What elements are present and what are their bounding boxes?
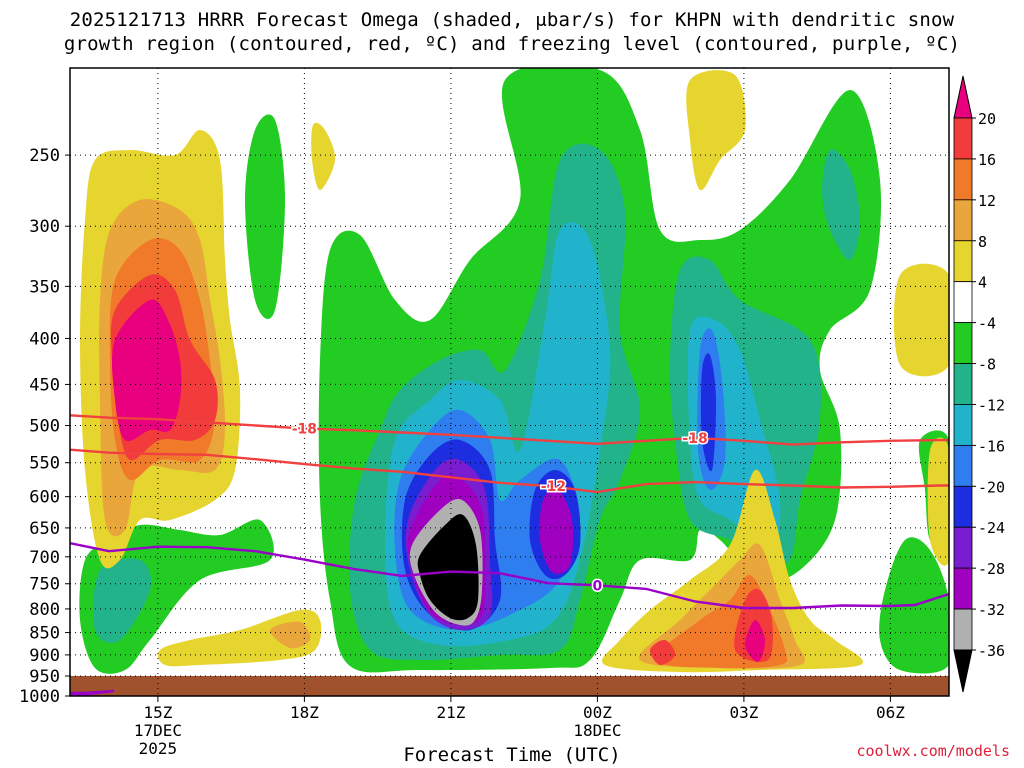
y-tick-700: 700 <box>29 548 60 568</box>
contour-line-0 <box>70 414 949 446</box>
omega-pink-low <box>744 619 766 663</box>
omega-yellow-top <box>686 70 746 191</box>
colorbar-label-7: -12 <box>978 396 1005 414</box>
omega-shading <box>79 68 949 674</box>
chart-title-line-2: growth region (contoured, red, ºC) and f… <box>63 33 961 55</box>
colorbar-swatch-7 <box>953 363 973 405</box>
colorbar-label-8: -16 <box>978 437 1005 455</box>
colorbar-swatch-13 <box>953 608 973 651</box>
y-tick-500: 500 <box>29 417 60 437</box>
y-tick-300: 300 <box>29 217 60 237</box>
omega-green-low-left <box>79 519 274 674</box>
colorbar-label-12: -32 <box>978 601 1005 619</box>
contour-label-0-0: -18 <box>292 422 317 438</box>
x-tick-15Z: 15Z <box>143 703 172 722</box>
colorbar-label-13: -36 <box>978 642 1005 660</box>
y-tick-850: 850 <box>29 624 60 644</box>
colorbar-label-0: 20 <box>978 110 996 128</box>
colorbar-label-10: -24 <box>978 519 1005 537</box>
x-tick-date-17DEC: 17DEC <box>134 721 182 740</box>
colorbar-label-11: -28 <box>978 560 1005 578</box>
colorbar-swatch-9 <box>953 444 973 487</box>
colorbar-swatch-8 <box>953 404 973 446</box>
colorbar-swatch-4 <box>953 240 973 283</box>
colorbar-top-arrow <box>953 75 973 119</box>
x-tick-06Z: 06Z <box>876 703 905 722</box>
omega-green-upper <box>245 114 285 319</box>
omega-yellow-right2 <box>927 437 949 566</box>
omega-yellow-right <box>893 263 949 377</box>
y-tick-250: 250 <box>29 146 60 166</box>
contour-label-1-0: -12 <box>541 479 566 495</box>
y-tick-800: 800 <box>29 600 60 620</box>
colorbar-swatch-11 <box>953 526 973 569</box>
chart-title-line-1: 2025121713 HRRR Forecast Omega (shaded, … <box>69 9 955 31</box>
y-tick-900: 900 <box>29 646 60 666</box>
colorbar-swatch-6 <box>953 322 973 364</box>
colorbar-swatch-3 <box>953 199 973 242</box>
terrain-bar <box>70 676 949 696</box>
colorbar-label-9: -20 <box>978 478 1005 496</box>
y-tick-550: 550 <box>29 454 60 474</box>
omega-red-low2 <box>649 639 676 666</box>
x-tick-year: 2025 <box>139 739 178 758</box>
x-axis-title: Forecast Time (UTC) <box>403 744 621 766</box>
y-tick-750: 750 <box>29 575 60 595</box>
x-tick-03Z: 03Z <box>729 703 758 722</box>
y-tick-950: 950 <box>29 667 60 687</box>
x-tick-18Z: 18Z <box>290 703 319 722</box>
colorbar-label-1: 16 <box>978 151 996 169</box>
plot-frame <box>69 67 950 697</box>
contour-label-0-1: -18 <box>682 431 707 447</box>
contour-label-2-0: 0 <box>593 578 603 594</box>
y-tick-350: 350 <box>29 277 60 297</box>
omega-pink-left <box>112 299 182 442</box>
omega-teal-low-left <box>93 558 152 644</box>
credit-text: coolwx.com/models <box>856 742 1010 760</box>
colorbar-swatch-5 <box>953 281 973 324</box>
omega-darkblue-right <box>700 353 717 472</box>
colorbar-swatch-12 <box>953 567 973 610</box>
omega-gold-18z <box>269 621 311 649</box>
colorbar: 20 16 12 8 4 -4 -8 -12 -16 -20 -24 -28 -32 -36 <box>953 75 1005 693</box>
colorbar-label-4: 4 <box>978 274 987 292</box>
colorbar-swatch-2 <box>953 158 973 201</box>
colorbar-label-5: -4 <box>978 315 996 333</box>
omega-black <box>417 514 479 621</box>
contour-line-2 <box>70 542 949 610</box>
y-tick-600: 600 <box>29 488 60 508</box>
omega-teal-upper-right <box>822 149 860 261</box>
x-tick-21Z: 21Z <box>436 703 465 722</box>
x-tick-date-18DEC: 18DEC <box>573 721 621 740</box>
terrain-fill <box>70 676 949 696</box>
y-tick-450: 450 <box>29 375 60 395</box>
x-tick-00Z: 00Z <box>583 703 612 722</box>
colorbar-swatch-1 <box>953 117 973 160</box>
contour-line-3 <box>70 689 115 696</box>
y-axis-pressure: 2503003504004505005506006507007508008509… <box>19 146 70 707</box>
y-tick-650: 650 <box>29 519 60 539</box>
colorbar-label-2: 12 <box>978 192 996 210</box>
y-tick-400: 400 <box>29 329 60 349</box>
y-tick-1000: 1000 <box>19 687 60 707</box>
temperature-contours: -18 -18 -12 0 <box>70 414 949 696</box>
colorbar-label-6: -8 <box>978 356 996 374</box>
colorbar-swatch-10 <box>953 485 973 528</box>
omega-yellow-18z <box>157 609 322 667</box>
omega-yellow-top2 <box>311 122 336 190</box>
colorbar-label-3: 8 <box>978 233 987 251</box>
colorbar-bottom-arrow <box>953 649 973 693</box>
omega-magenta-2 <box>539 488 574 574</box>
contour-line-1 <box>70 448 949 494</box>
